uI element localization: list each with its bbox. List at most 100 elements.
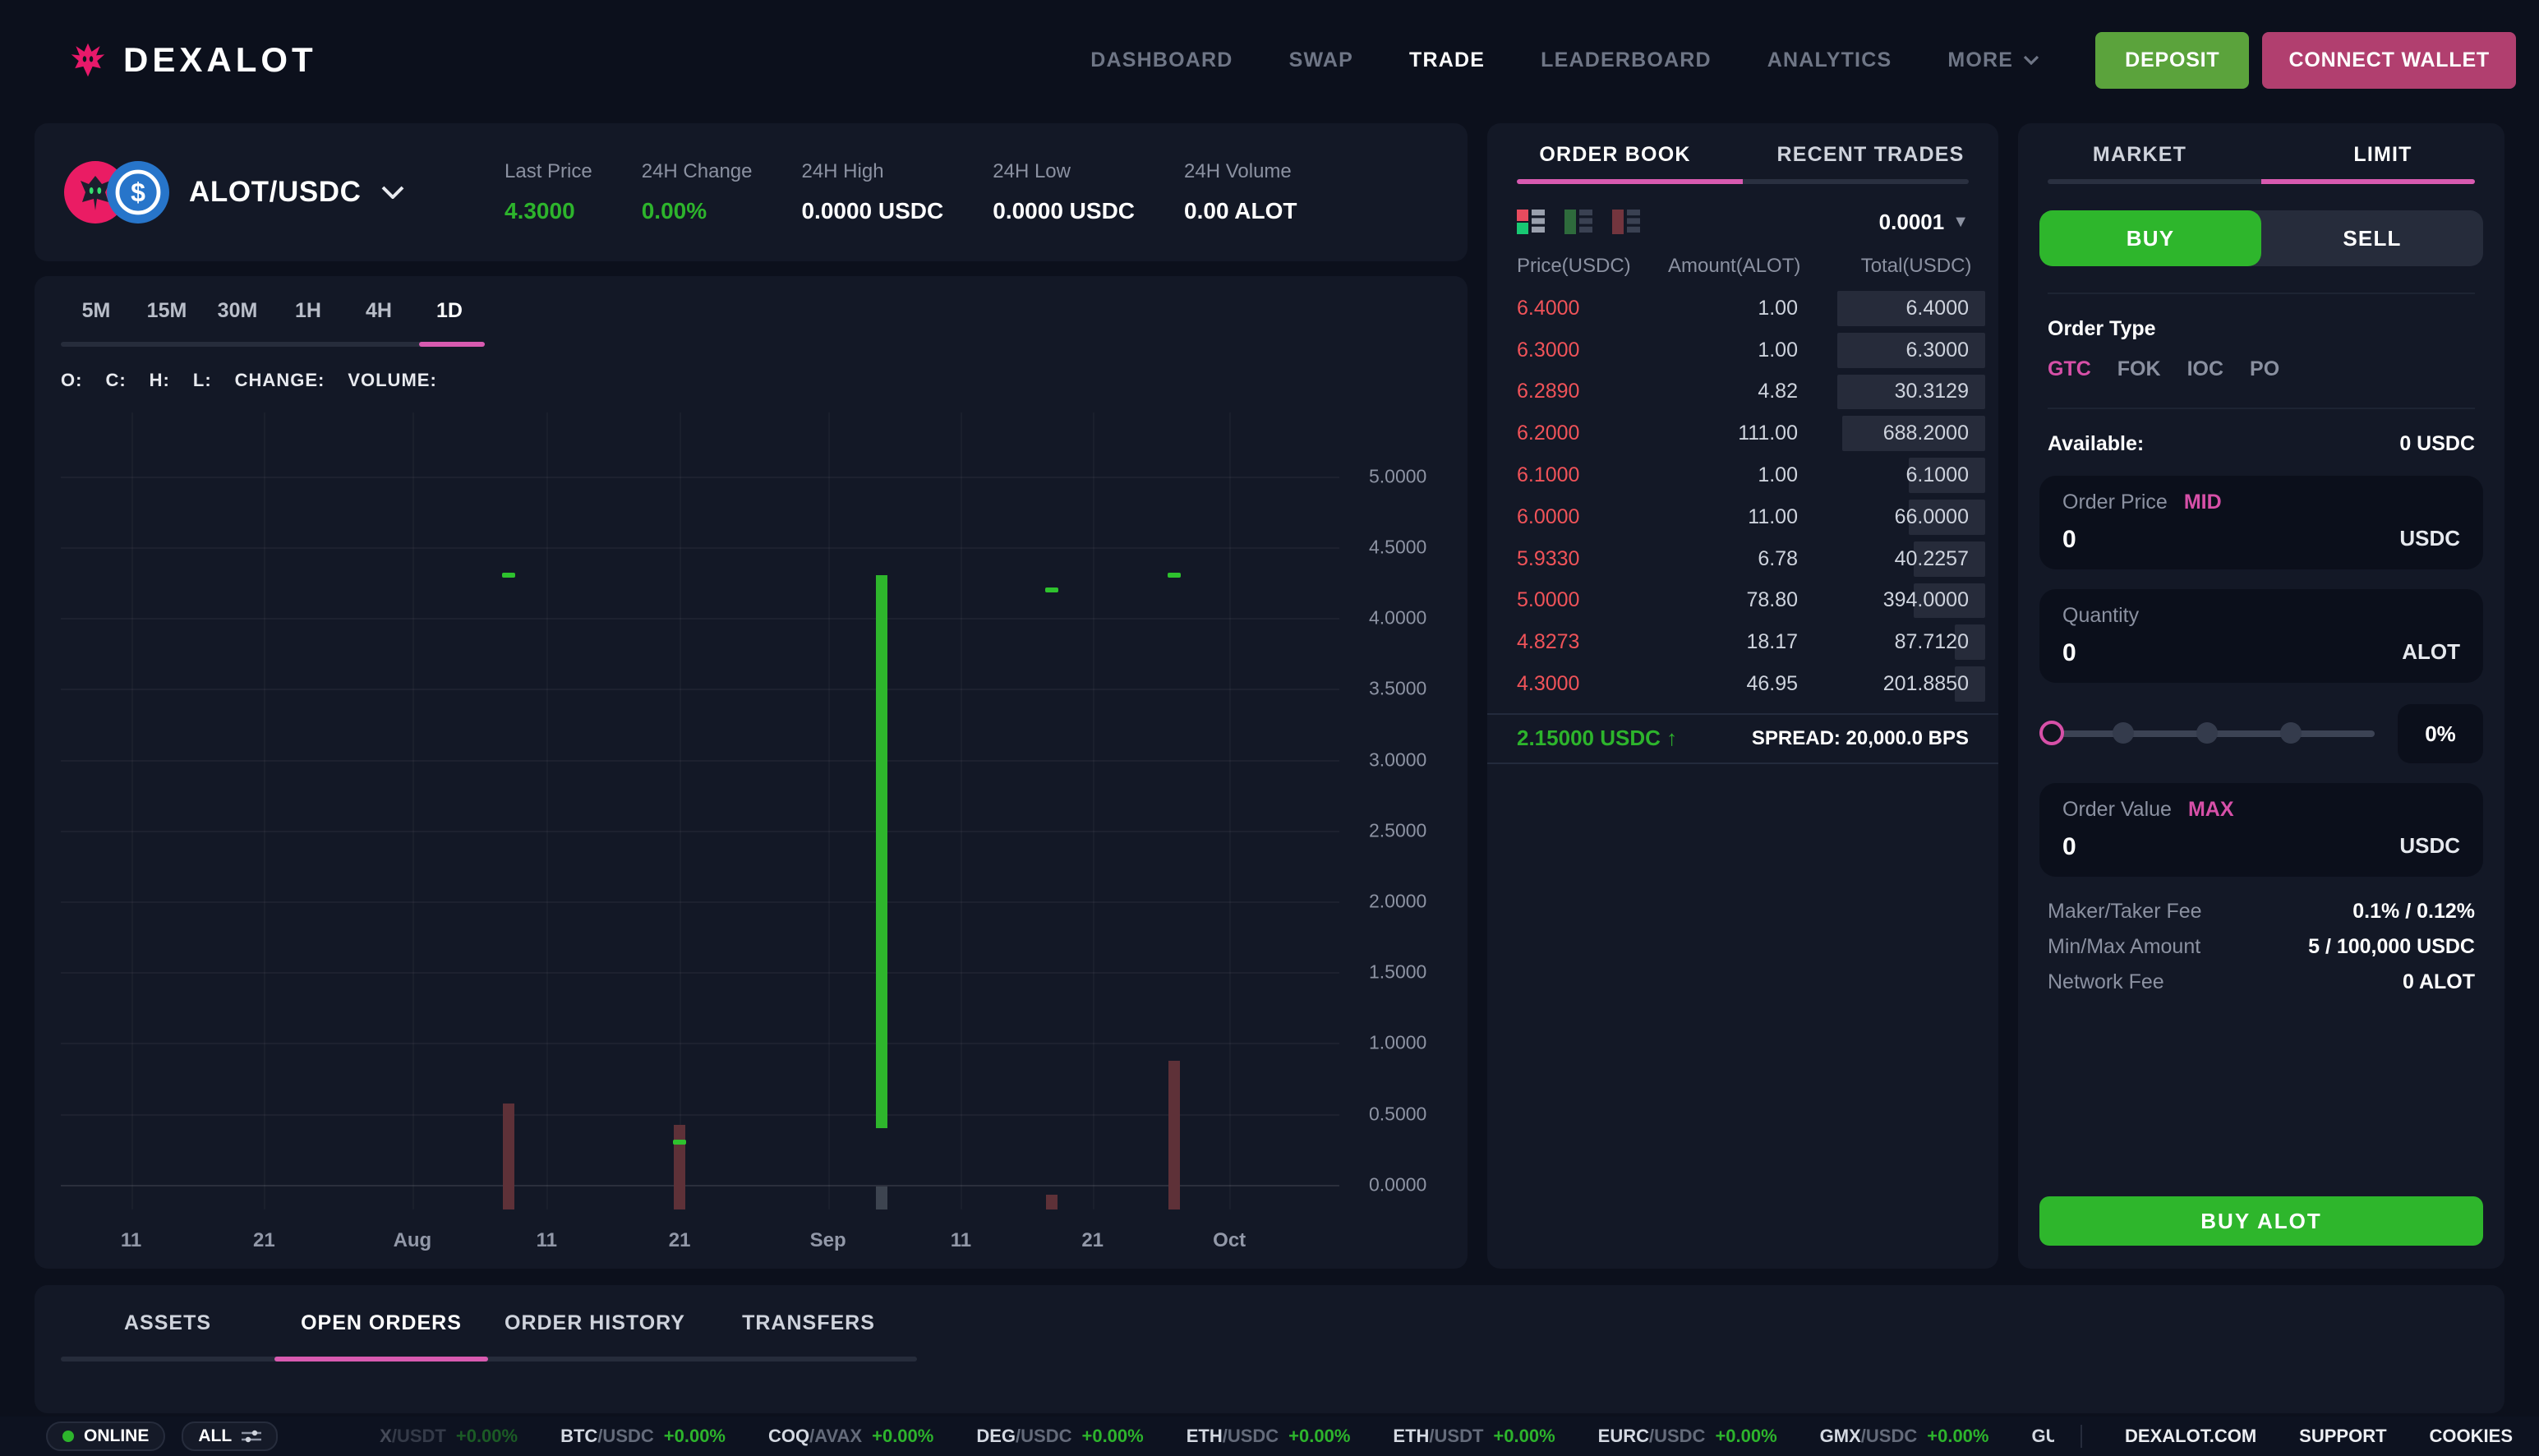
nav-item[interactable]: MORE xyxy=(1947,48,2039,72)
ticker-pair[interactable]: ETH/USDT +0.00% xyxy=(1393,1426,1555,1447)
ticker-pair[interactable]: GUN/USDC+0.00% xyxy=(2031,1426,2054,1447)
bottom-tab[interactable]: ORDER HISTORY xyxy=(488,1311,702,1335)
max-button[interactable]: MAX xyxy=(2187,798,2234,821)
order-type-option[interactable]: PO xyxy=(2250,357,2279,381)
ticker-pair[interactable]: ETH/USDC +0.00% xyxy=(1187,1426,1351,1447)
gridline-h xyxy=(61,759,1339,762)
order-entry-card: MARKET LIMIT BUY xyxy=(2018,123,2504,1269)
order-book-header: Price(USDC) Amount(ALOT) Total(USDC) xyxy=(1487,238,1998,288)
deposit-button[interactable]: DEPOSIT xyxy=(2095,31,2250,89)
order-value-field[interactable]: Order Value MAX 0 USDC xyxy=(2039,783,2483,877)
ohlc-label: O: xyxy=(61,370,83,390)
brand[interactable]: DEXALOT xyxy=(66,38,317,82)
filter-chip[interactable]: ALL xyxy=(182,1421,279,1451)
slider-dot-25[interactable] xyxy=(2113,722,2134,744)
ask-row[interactable]: 6.4000 1.00 6.4000 xyxy=(1487,288,1998,329)
quantity-slider[interactable] xyxy=(2039,721,2375,745)
ticker-pair-change: +0.00% xyxy=(663,1426,726,1446)
order-book-tab[interactable]: ORDER BOOK xyxy=(1487,143,1743,179)
ask-row[interactable]: 6.1000 1.00 6.1000 xyxy=(1487,454,1998,496)
mid-button[interactable]: MID xyxy=(2183,491,2222,514)
ask-amount: 6.78 xyxy=(1758,546,1798,570)
book-view-both-icon[interactable] xyxy=(1517,208,1545,236)
ticker-pair[interactable]: BTC/USDC +0.00% xyxy=(560,1426,726,1447)
connect-wallet-button[interactable]: CONNECT WALLET xyxy=(2262,31,2516,89)
candle-doji xyxy=(1168,573,1182,578)
x-axis-label: 21 xyxy=(253,1229,275,1251)
order-entry-tab[interactable]: LIMIT xyxy=(2261,143,2504,179)
ask-row[interactable]: 4.3000 46.95 201.8850 xyxy=(1487,663,1998,705)
bottom-tab[interactable]: OPEN ORDERS xyxy=(274,1311,488,1335)
bottom-panel: ASSETS OPEN ORDERS ORDER HISTORY TRANSFE… xyxy=(35,1285,2504,1413)
ask-row[interactable]: 6.0000 11.00 66.0000 xyxy=(1487,496,1998,538)
nav-item[interactable]: SWAP xyxy=(1289,48,1353,72)
ask-total: 6.4000 xyxy=(1905,296,1969,320)
brand-name: DEXALOT xyxy=(123,40,317,79)
footer-link[interactable]: COOKIES xyxy=(2430,1426,2513,1447)
order-type-option[interactable]: IOC xyxy=(2187,357,2223,381)
book-view-asks-icon[interactable] xyxy=(1564,208,1592,236)
nav-item[interactable]: ANALYTICS xyxy=(1767,48,1892,72)
quantity-field[interactable]: Quantity 0 ALOT xyxy=(2039,589,2483,683)
ask-row[interactable]: 4.8273 18.17 87.7120 xyxy=(1487,621,1998,663)
pair-selector[interactable]: $ ALOT/USDC xyxy=(64,161,505,223)
timeframe-tab[interactable]: 4H xyxy=(343,299,414,342)
ask-row[interactable]: 6.2890 4.82 30.3129 xyxy=(1487,371,1998,413)
depth-bar xyxy=(1913,583,1985,619)
side-button[interactable]: SELL xyxy=(2261,210,2483,266)
underline-track xyxy=(2048,179,2261,184)
ticker-pair[interactable]: DEG/USDC +0.00% xyxy=(976,1426,1143,1447)
slider-dot-50[interactable] xyxy=(2196,722,2218,744)
ticker-pair[interactable]: EURC/USDC +0.00% xyxy=(1598,1426,1777,1447)
bottom-tab[interactable]: TRANSFERS xyxy=(702,1311,915,1335)
bottom-tab[interactable]: ASSETS xyxy=(61,1311,274,1335)
book-view-bids-icon[interactable] xyxy=(1612,208,1640,236)
ticker-links: DEXALOT.COM SUPPORT COOKIES xyxy=(2081,1425,2513,1448)
order-price-value[interactable]: 0 xyxy=(2062,526,2076,553)
timeframe-tab[interactable]: 5M xyxy=(61,299,131,342)
ask-row[interactable]: 6.3000 1.00 6.3000 xyxy=(1487,329,1998,371)
order-book-tab[interactable]: RECENT TRADES xyxy=(1743,143,1998,179)
quantity-value[interactable]: 0 xyxy=(2062,639,2076,666)
order-price-field[interactable]: Order Price MID 0 USDC xyxy=(2039,476,2483,569)
ticker-pair[interactable]: COQ/AVAX +0.00% xyxy=(768,1426,933,1447)
market-stats: Last Price 4.3000 24H Change 0.00% 24H H… xyxy=(505,160,1297,224)
order-type-label: Order Type xyxy=(2048,317,2156,340)
ticker-pair[interactable]: X/USDT +0.00% xyxy=(380,1426,518,1447)
order-type-option-label: PO xyxy=(2250,357,2280,380)
depth-bar xyxy=(1836,332,1985,368)
timeframe-tab[interactable]: 15M xyxy=(131,299,202,342)
ask-total: 688.2000 xyxy=(1882,422,1969,445)
ticker-pair-quote: /USDC xyxy=(1222,1426,1279,1446)
chart-plot[interactable]: 5.0000 4.5000 4.0000 3.5000 3.0000 2.5000 2.00… xyxy=(61,412,1426,1251)
slider-knob[interactable] xyxy=(2039,721,2064,745)
volume-bar xyxy=(875,1186,887,1209)
order-type-option[interactable]: FOK xyxy=(2117,357,2161,381)
buy-alot-button[interactable]: BUY ALOT xyxy=(2039,1196,2483,1246)
timeframe-tab[interactable]: 30M xyxy=(202,299,273,342)
market-stat: 24H Change 0.00% xyxy=(642,160,753,224)
price-group-select[interactable]: 0.0001 ▼ xyxy=(1879,210,1969,235)
ask-row[interactable]: 6.2000 111.00 688.2000 xyxy=(1487,412,1998,454)
footer-link[interactable]: SUPPORT xyxy=(2299,1426,2386,1447)
ask-row[interactable]: 5.0000 78.80 394.0000 xyxy=(1487,580,1998,622)
order-type-option[interactable]: GTC xyxy=(2048,357,2091,381)
order-entry-tab[interactable]: MARKET xyxy=(2018,143,2261,179)
order-value-value[interactable]: 0 xyxy=(2062,833,2076,860)
slider-dot-75[interactable] xyxy=(2280,722,2302,744)
timeframe-tab[interactable]: 1D xyxy=(414,299,485,342)
side-button[interactable]: BUY xyxy=(2039,210,2261,266)
ask-price: 6.4000 xyxy=(1517,296,1580,320)
stat-value: 0.0000 USDC xyxy=(993,198,1136,223)
nav-item[interactable]: DASHBOARD xyxy=(1090,48,1233,72)
ask-row[interactable]: 5.9330 6.78 40.2257 xyxy=(1487,538,1998,580)
chevron-down-icon xyxy=(2024,55,2039,65)
footer-link[interactable]: DEXALOT.COM xyxy=(2125,1426,2256,1447)
nav-item[interactable]: TRADE xyxy=(1409,48,1485,72)
timeframe-tab[interactable]: 1H xyxy=(273,299,343,342)
nav-item[interactable]: LEADERBOARD xyxy=(1541,48,1712,72)
ticker-pair-quote: /USDC xyxy=(597,1426,654,1446)
ticker-pair[interactable]: GMX/USDC +0.00% xyxy=(1820,1426,1989,1447)
status-chip[interactable]: ONLINE xyxy=(46,1421,166,1451)
volume-bar xyxy=(1168,1060,1181,1209)
